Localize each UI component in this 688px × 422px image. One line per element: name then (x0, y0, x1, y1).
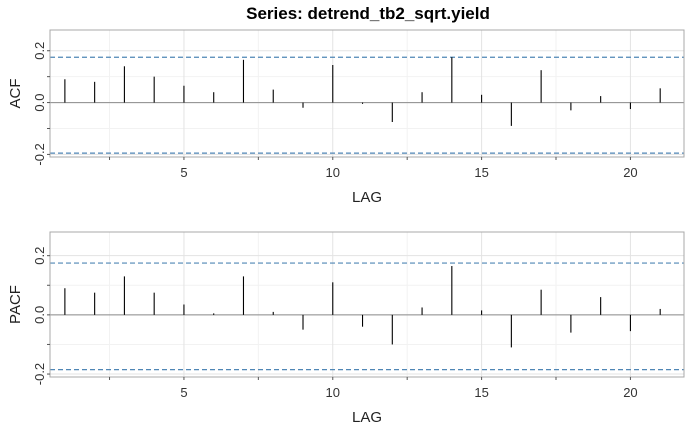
acf-y-tick-label: 0.0 (32, 94, 47, 112)
pacf-x-tick-label: 10 (326, 385, 340, 400)
acf-x-tick-label: 15 (474, 165, 488, 180)
pacf-panel-border (49, 231, 685, 378)
pacf-y-tick-label: 0.0 (32, 306, 47, 324)
acf-y-tick-label: -0.2 (32, 143, 47, 165)
acf-x-tick-label: 5 (180, 165, 187, 180)
acf-x-axis-label: LAG (352, 189, 382, 206)
pacf-panel: 5 10 15 20 -0.2 0.0 0.2 LAG PACF (7, 231, 685, 422)
pacf-x-tick-label: 20 (623, 385, 637, 400)
chart-title: Series: detrend_tb2_sqrt.yield (246, 4, 490, 23)
acf-panel: 5 10 15 20 -0.2 0.0 0.2 LAG ACF (7, 29, 685, 206)
acf-y-tick-label: 0.2 (32, 42, 47, 60)
pacf-y-tick-label: 0.2 (32, 247, 47, 265)
pacf-x-tick-label: 5 (180, 385, 187, 400)
pacf-y-tick-label: -0.2 (32, 363, 47, 385)
acf-y-axis-label: ACF (7, 79, 24, 109)
pacf-y-axis-label: PACF (7, 285, 24, 324)
acf-x-tick-label: 20 (623, 165, 637, 180)
pacf-x-tick-label: 15 (474, 385, 488, 400)
pacf-x-axis-label: LAG (352, 409, 382, 422)
acf-panel-border (49, 29, 685, 158)
acf-x-tick-label: 10 (326, 165, 340, 180)
